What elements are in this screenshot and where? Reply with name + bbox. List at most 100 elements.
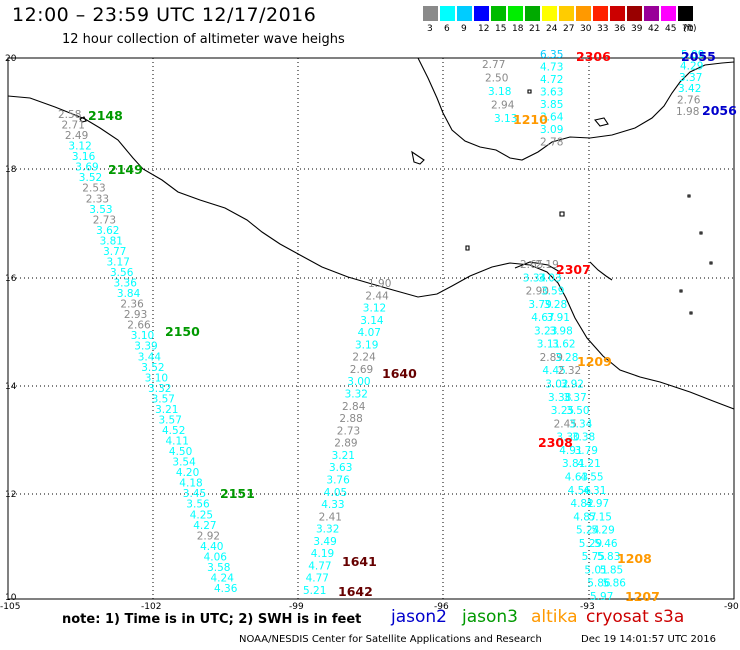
swh-value: 2.73 bbox=[93, 214, 116, 226]
scale-swatch bbox=[559, 6, 574, 21]
swh-value: 4.77 bbox=[308, 560, 331, 572]
swh-value: 3.03 bbox=[538, 272, 561, 284]
swh-value: 3.50 bbox=[566, 405, 589, 417]
pass-time-1209: 1209 bbox=[577, 354, 612, 369]
scale-swatch bbox=[508, 6, 523, 21]
scale-label: 36 bbox=[614, 24, 626, 34]
swh-value: 2.89 bbox=[540, 352, 563, 364]
swh-value: 3.38 bbox=[548, 392, 571, 404]
swh-value: 4.50 bbox=[169, 446, 192, 458]
footer-timestamp: Dec 19 14:01:57 UTC 2016 bbox=[581, 634, 716, 645]
swh-value: 3.57 bbox=[152, 393, 175, 405]
coastline bbox=[7, 57, 735, 410]
scale-swatch bbox=[644, 6, 659, 21]
pass-time-2308: 2308 bbox=[538, 435, 573, 450]
swh-value: 4.45 bbox=[542, 365, 565, 377]
scale-label: 24 bbox=[546, 24, 558, 34]
swh-value: 5.86 bbox=[587, 578, 611, 590]
swh-value: 5.85 bbox=[600, 564, 623, 576]
swh-value: 5.01 bbox=[584, 564, 607, 576]
swh-value: 4.63 bbox=[565, 472, 588, 484]
scale-label: 15 bbox=[495, 24, 507, 34]
swh-value: 5.21 bbox=[303, 585, 326, 597]
swh-value: 3.98 bbox=[549, 325, 572, 337]
swh-value: 4.97 bbox=[586, 498, 609, 510]
swh-value: 2.88 bbox=[339, 413, 362, 425]
lon-tick-90: -90 bbox=[724, 602, 739, 612]
scale-label: 3 bbox=[427, 24, 433, 34]
swh-value: 2.76 bbox=[677, 95, 701, 107]
legend-cryosat: cryosat s3a bbox=[586, 607, 685, 627]
scale-label: 12 bbox=[478, 24, 490, 34]
swh-value: 5.09 bbox=[681, 49, 704, 61]
swh-value: 3.52 bbox=[79, 172, 102, 184]
swh-value: 3.84 bbox=[117, 288, 141, 300]
swh-value: 3.63 bbox=[329, 462, 352, 474]
graticule bbox=[8, 58, 734, 599]
scale-label: 30 bbox=[580, 24, 592, 34]
pass-time-1640: 1640 bbox=[382, 366, 417, 381]
swh-value: 5.86 bbox=[603, 578, 627, 590]
swh-value: 4.82 bbox=[570, 498, 593, 510]
swh-value: 4.25 bbox=[190, 509, 213, 521]
swh-value: 5.15 bbox=[589, 511, 612, 523]
swh-value: 3.38 bbox=[572, 432, 595, 444]
swh-value: 4.20 bbox=[176, 467, 199, 479]
swh-value: 4.40 bbox=[200, 541, 223, 553]
swh-value: 2.41 bbox=[319, 511, 342, 523]
pass-time-2149: 2149 bbox=[108, 162, 143, 177]
swh-value: 3.32 bbox=[148, 383, 171, 395]
scale-label: 39 bbox=[631, 24, 643, 34]
swh-value: 3.34 bbox=[523, 272, 547, 284]
swh-value: 3.09 bbox=[540, 124, 563, 136]
map-frame bbox=[7, 57, 735, 600]
swh-value: 1.90 bbox=[368, 278, 391, 290]
swh-value: 5.24 bbox=[576, 525, 600, 537]
scale-label: 45 bbox=[665, 24, 677, 34]
pass-time-1641: 1641 bbox=[342, 554, 377, 569]
lat-tick-16: 16 bbox=[5, 274, 17, 284]
lat-tick-12: 12 bbox=[5, 490, 16, 500]
swh-value: 1.98 bbox=[676, 106, 699, 118]
swh-value: 2.33 bbox=[86, 193, 109, 205]
swh-value: 2.77 bbox=[482, 59, 505, 71]
swh-value: 6.35 bbox=[540, 49, 563, 61]
lon-tick-102: -102 bbox=[141, 602, 161, 612]
swh-value: 2.73 bbox=[337, 425, 360, 437]
swh-value: 2.71 bbox=[62, 120, 85, 132]
swh-value: 4.72 bbox=[540, 74, 563, 86]
swh-value: 3.56 bbox=[110, 267, 134, 279]
swh-value: 4.29 bbox=[680, 60, 703, 72]
swh-value: 3.69 bbox=[75, 162, 98, 174]
swh-value: 2.92 bbox=[197, 530, 220, 542]
scale-label: 21 bbox=[529, 24, 541, 34]
scale-unit: (ft) bbox=[683, 24, 697, 34]
swh-value: 3.49 bbox=[313, 536, 336, 548]
scale-swatch bbox=[576, 6, 591, 21]
swh-value: 4.52 bbox=[162, 425, 185, 437]
swh-value: 3.85 bbox=[540, 99, 563, 111]
swh-value: 3.52 bbox=[141, 362, 164, 374]
swh-value: 3.02 bbox=[545, 379, 568, 391]
swh-value: 2.58 bbox=[58, 109, 81, 121]
swh-value: 2.53 bbox=[82, 183, 105, 195]
swh-value: 3.25 bbox=[551, 405, 574, 417]
swh-value: 4.18 bbox=[179, 478, 202, 490]
swh-value: 3.30 bbox=[556, 432, 579, 444]
swh-value: 2.69 bbox=[350, 364, 373, 376]
swh-value: 4.11 bbox=[166, 436, 189, 448]
footer-note: note: 1) Time is in UTC; 2) SWH is in fe… bbox=[62, 612, 362, 627]
swh-value: 3.37 bbox=[679, 72, 702, 84]
swh-value: 2.36 bbox=[120, 299, 144, 311]
scale-label: 42 bbox=[648, 24, 660, 34]
swh-value: 4.73 bbox=[540, 62, 563, 74]
scale-swatch bbox=[474, 6, 489, 21]
pass-time-2148: 2148 bbox=[88, 108, 123, 123]
swh-value: 2.19 bbox=[535, 259, 558, 271]
swh-value: 3.23 bbox=[534, 325, 557, 337]
lat-tick-10: 10 bbox=[5, 593, 17, 603]
legend-jason2: jason2 bbox=[391, 607, 447, 627]
swh-value: 4.87 bbox=[573, 511, 596, 523]
pass-time-2055: 2055 bbox=[681, 49, 716, 64]
swh-value: 3.42 bbox=[678, 83, 701, 95]
